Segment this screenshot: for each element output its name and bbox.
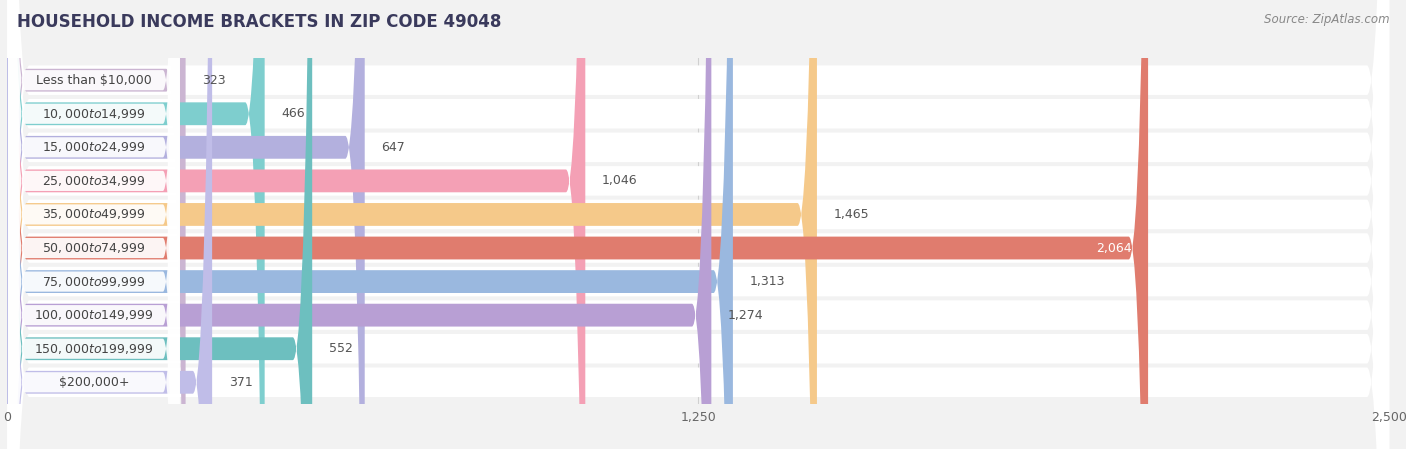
FancyBboxPatch shape bbox=[7, 0, 1389, 449]
FancyBboxPatch shape bbox=[7, 0, 1389, 449]
FancyBboxPatch shape bbox=[7, 0, 733, 449]
FancyBboxPatch shape bbox=[8, 0, 180, 449]
Text: $15,000 to $24,999: $15,000 to $24,999 bbox=[42, 141, 146, 154]
FancyBboxPatch shape bbox=[7, 0, 1389, 449]
Text: $200,000+: $200,000+ bbox=[59, 376, 129, 389]
Text: 552: 552 bbox=[329, 342, 353, 355]
FancyBboxPatch shape bbox=[8, 0, 180, 449]
FancyBboxPatch shape bbox=[7, 0, 817, 449]
FancyBboxPatch shape bbox=[7, 0, 711, 449]
FancyBboxPatch shape bbox=[7, 0, 312, 449]
Text: $25,000 to $34,999: $25,000 to $34,999 bbox=[42, 174, 146, 188]
Text: Less than $10,000: Less than $10,000 bbox=[37, 74, 152, 87]
FancyBboxPatch shape bbox=[8, 0, 180, 449]
Text: 647: 647 bbox=[381, 141, 405, 154]
FancyBboxPatch shape bbox=[7, 0, 186, 449]
FancyBboxPatch shape bbox=[7, 0, 1389, 449]
FancyBboxPatch shape bbox=[8, 0, 180, 449]
Text: 1,046: 1,046 bbox=[602, 174, 637, 187]
Text: 2,064: 2,064 bbox=[1095, 242, 1132, 255]
Text: $100,000 to $149,999: $100,000 to $149,999 bbox=[34, 308, 153, 322]
Text: $50,000 to $74,999: $50,000 to $74,999 bbox=[42, 241, 146, 255]
FancyBboxPatch shape bbox=[7, 0, 1389, 449]
Text: 1,274: 1,274 bbox=[728, 308, 763, 321]
FancyBboxPatch shape bbox=[8, 0, 180, 449]
Text: $150,000 to $199,999: $150,000 to $199,999 bbox=[34, 342, 153, 356]
FancyBboxPatch shape bbox=[7, 0, 212, 449]
FancyBboxPatch shape bbox=[8, 0, 180, 449]
Text: HOUSEHOLD INCOME BRACKETS IN ZIP CODE 49048: HOUSEHOLD INCOME BRACKETS IN ZIP CODE 49… bbox=[17, 13, 502, 31]
FancyBboxPatch shape bbox=[7, 0, 264, 449]
Text: 371: 371 bbox=[229, 376, 253, 389]
FancyBboxPatch shape bbox=[7, 0, 1149, 449]
Text: 1,313: 1,313 bbox=[749, 275, 785, 288]
Text: $35,000 to $49,999: $35,000 to $49,999 bbox=[42, 207, 146, 221]
FancyBboxPatch shape bbox=[8, 0, 180, 449]
Text: 323: 323 bbox=[202, 74, 226, 87]
Text: 466: 466 bbox=[281, 107, 305, 120]
FancyBboxPatch shape bbox=[7, 0, 585, 449]
Text: $75,000 to $99,999: $75,000 to $99,999 bbox=[42, 275, 146, 289]
FancyBboxPatch shape bbox=[7, 0, 1389, 449]
Text: 1,465: 1,465 bbox=[834, 208, 869, 221]
FancyBboxPatch shape bbox=[7, 0, 1389, 449]
FancyBboxPatch shape bbox=[7, 0, 1389, 449]
FancyBboxPatch shape bbox=[8, 0, 180, 449]
Text: $10,000 to $14,999: $10,000 to $14,999 bbox=[42, 107, 146, 121]
FancyBboxPatch shape bbox=[8, 0, 180, 449]
FancyBboxPatch shape bbox=[7, 0, 364, 449]
FancyBboxPatch shape bbox=[8, 0, 180, 449]
FancyBboxPatch shape bbox=[7, 0, 1389, 449]
Text: Source: ZipAtlas.com: Source: ZipAtlas.com bbox=[1264, 13, 1389, 26]
FancyBboxPatch shape bbox=[7, 0, 1389, 449]
